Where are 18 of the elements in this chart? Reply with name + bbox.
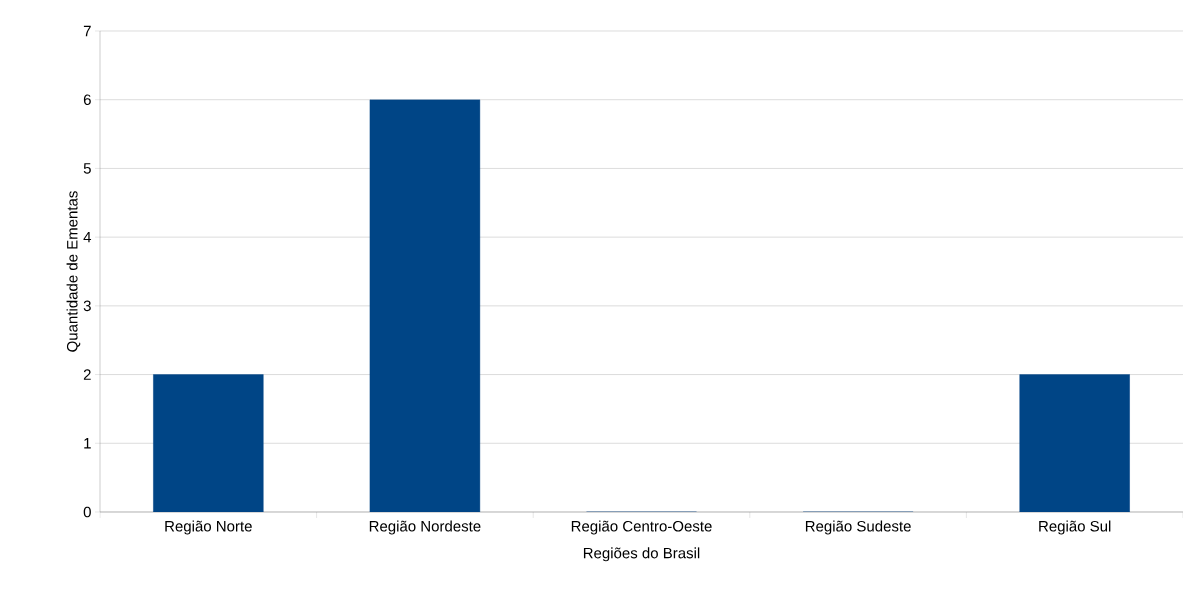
x-tick-label: Região Nordeste xyxy=(369,520,481,535)
y-tick-label: 0 xyxy=(83,506,91,518)
y-tick-label: 5 xyxy=(83,163,91,174)
x-axis-title: Regiões do Brasil xyxy=(583,547,700,562)
y-axis-title: Quantidade de Ementas xyxy=(66,191,81,352)
x-tick-label: Região Norte xyxy=(165,520,252,535)
bar xyxy=(153,374,264,512)
y-tick-label: 4 xyxy=(83,231,92,243)
y-tick-label: 3 xyxy=(83,300,91,312)
y-tick-label: 7 xyxy=(83,25,91,37)
x-tick-label: Região Sudeste xyxy=(805,520,911,535)
bar xyxy=(369,99,481,512)
bar xyxy=(1019,374,1130,512)
y-tick-label: 1 xyxy=(84,438,91,449)
x-tick-label: Região Centro-Oeste xyxy=(571,520,712,535)
y-tick-label: 6 xyxy=(83,94,91,106)
x-tick-label: Região Sul xyxy=(1039,520,1111,535)
y-tick-label: 2 xyxy=(83,369,91,380)
